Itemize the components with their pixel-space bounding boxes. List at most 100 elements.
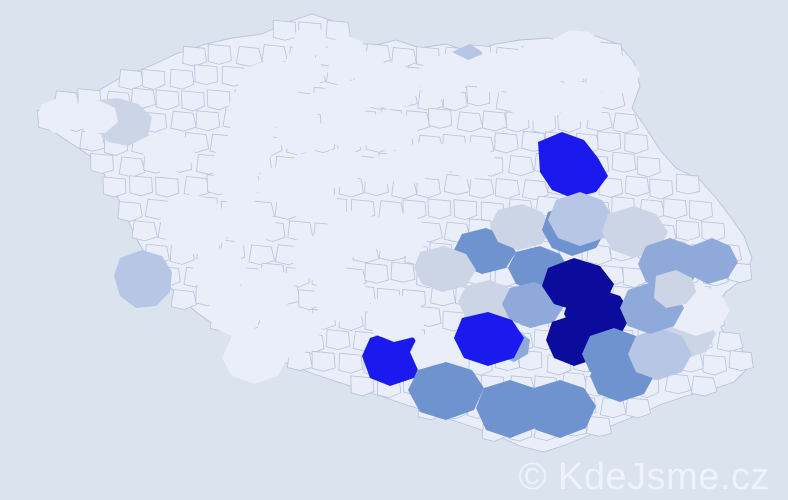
map-region[interactable]: Rokycany — [256, 166, 296, 202]
subdistrict-cell[interactable] — [494, 132, 519, 154]
subdistrict-cell[interactable] — [338, 352, 364, 374]
map-region[interactable]: Břeclav — [476, 380, 546, 438]
subdistrict-cell[interactable] — [508, 155, 535, 177]
map-region[interactable]: Rychnov nad Kněžnou — [588, 52, 640, 96]
subdistrict-cell[interactable] — [456, 111, 484, 133]
subdistrict-cell[interactable] — [612, 112, 639, 134]
map-region[interactable]: Kolín — [444, 142, 498, 180]
subdistrict-cell[interactable] — [102, 176, 127, 198]
subdistrict-cell[interactable] — [690, 375, 718, 397]
map-region[interactable]: Česká Lípa — [355, 62, 420, 110]
map-region[interactable]: Havlíčkův Brod — [414, 246, 476, 292]
map-region[interactable]: Jihlava — [366, 294, 428, 342]
subdistrict-cell[interactable] — [325, 329, 351, 351]
map-region[interactable]: Teplice — [285, 48, 327, 88]
map-region[interactable]: Šumperk — [548, 192, 614, 246]
subdistrict-cell[interactable] — [427, 198, 452, 220]
map-region[interactable]: Pardubice — [490, 204, 552, 250]
subdistrict-cell[interactable] — [689, 200, 713, 222]
subdistrict-cell[interactable] — [702, 354, 728, 376]
subdistrict-cell[interactable] — [350, 375, 375, 397]
subdistrict-cell[interactable] — [206, 89, 231, 111]
subdistrict-cell[interactable] — [118, 69, 145, 90]
map-region[interactable]: Louny — [226, 86, 281, 138]
map-region[interactable]: Zlín — [628, 328, 692, 380]
subdistrict-cell[interactable] — [663, 198, 688, 220]
subdistrict-cell[interactable] — [598, 176, 624, 198]
subdistrict-cell[interactable] — [118, 156, 146, 178]
subdistrict-cell[interactable] — [364, 262, 389, 284]
subdistrict-cell[interactable] — [195, 110, 221, 132]
map-region[interactable]: Brno-venkov — [454, 312, 524, 366]
map-region[interactable]: Tachov — [142, 132, 196, 174]
map-region[interactable]: Jičín — [504, 82, 566, 122]
map-region[interactable]: Znojmo — [408, 362, 484, 420]
subdistrict-cell[interactable] — [90, 153, 114, 174]
subdistrict-cell[interactable] — [624, 175, 650, 197]
subdistrict-cell[interactable] — [131, 220, 158, 242]
subdistrict-cell[interactable] — [261, 44, 288, 66]
map-region[interactable]: Strakonice — [192, 248, 248, 294]
subdistrict-cell[interactable] — [128, 175, 153, 197]
subdistrict-cell[interactable] — [625, 397, 652, 419]
subdistrict-cell[interactable] — [675, 220, 700, 241]
map-region[interactable]: Hradec Králové — [552, 80, 606, 122]
district-layer[interactable]: PrahaBenešovBerounKladnoKolínKutná HoraM… — [38, 25, 738, 438]
subdistrict-cell[interactable] — [155, 176, 180, 198]
subdistrict-cell[interactable] — [481, 110, 508, 132]
subdistrict-cell[interactable] — [664, 373, 692, 395]
map-region[interactable]: Kladno — [274, 116, 328, 154]
subdistrict-cell[interactable] — [728, 350, 754, 372]
subdistrict-cell[interactable] — [390, 261, 416, 283]
subdistrict-cell[interactable] — [311, 350, 336, 372]
map-region[interactable]: Praha-západ — [320, 148, 364, 188]
subdistrict-cell[interactable] — [155, 89, 180, 111]
map-region[interactable]: Žďár nad Sázavou — [458, 280, 520, 326]
map-region[interactable]: Chomutov — [238, 62, 300, 106]
map-region[interactable]: Plzeň-jih — [222, 200, 276, 246]
subdistrict-cell[interactable] — [181, 90, 205, 112]
map-region[interactable]: Sokolov — [75, 100, 118, 133]
subdistrict-cell[interactable] — [170, 289, 198, 311]
map-region[interactable]: Jeseník — [538, 132, 608, 198]
subdistrict-cell[interactable] — [428, 107, 452, 129]
map-region[interactable]: Hodonín — [526, 380, 596, 438]
subdistrict-cell[interactable] — [649, 178, 674, 200]
subdistrict-cell[interactable] — [494, 178, 520, 200]
map-region[interactable]: Kutná Hora — [370, 212, 430, 258]
map-region[interactable]: Liberec — [414, 52, 472, 100]
subdistrict-cell[interactable] — [272, 19, 297, 41]
map-region[interactable]: Most — [272, 94, 322, 122]
subdistrict-cell[interactable] — [117, 201, 143, 222]
subdistrict-cell[interactable] — [676, 173, 701, 195]
map-region[interactable]: Prachatice — [206, 288, 264, 336]
map-region[interactable]: Jindřichův Hradec — [362, 330, 424, 386]
map-region[interactable]: Litoměřice — [310, 80, 379, 118]
subdistrict-cell[interactable] — [611, 151, 637, 173]
subdistrict-cell[interactable] — [194, 64, 219, 86]
map-region[interactable]: Mladá Boleslav — [362, 110, 418, 152]
map-region[interactable]: Praha-východ — [382, 148, 432, 186]
map-region[interactable]: Domažlice — [114, 250, 172, 308]
map-region[interactable]: Mělník — [322, 112, 376, 150]
map-region[interactable]: Karviná — [686, 238, 738, 284]
subdistrict-cell[interactable] — [416, 177, 441, 199]
subdistrict-cell[interactable] — [636, 156, 661, 178]
subdistrict-cell[interactable] — [141, 69, 166, 90]
subdistrict-cell[interactable] — [183, 176, 211, 197]
map-region[interactable]: Prostějov — [542, 258, 614, 312]
subdistrict-cell[interactable] — [391, 47, 417, 68]
subdistrict-cell[interactable] — [170, 110, 197, 132]
map-region[interactable]: Pelhřimov — [312, 276, 372, 322]
map-region[interactable]: Cheb — [38, 97, 78, 133]
subdistrict-cell[interactable] — [624, 133, 649, 154]
map-region[interactable]: Český Krumlov — [222, 330, 288, 384]
subdistrict-cell[interactable] — [716, 331, 744, 353]
subdistrict-cell[interactable] — [207, 43, 232, 65]
subdistrict-cell[interactable] — [597, 131, 622, 153]
subdistrict-cell[interactable] — [586, 244, 613, 266]
subdistrict-cell[interactable] — [701, 221, 726, 243]
subdistrict-cell[interactable] — [169, 68, 195, 90]
map-region[interactable]: Tábor — [290, 234, 352, 282]
